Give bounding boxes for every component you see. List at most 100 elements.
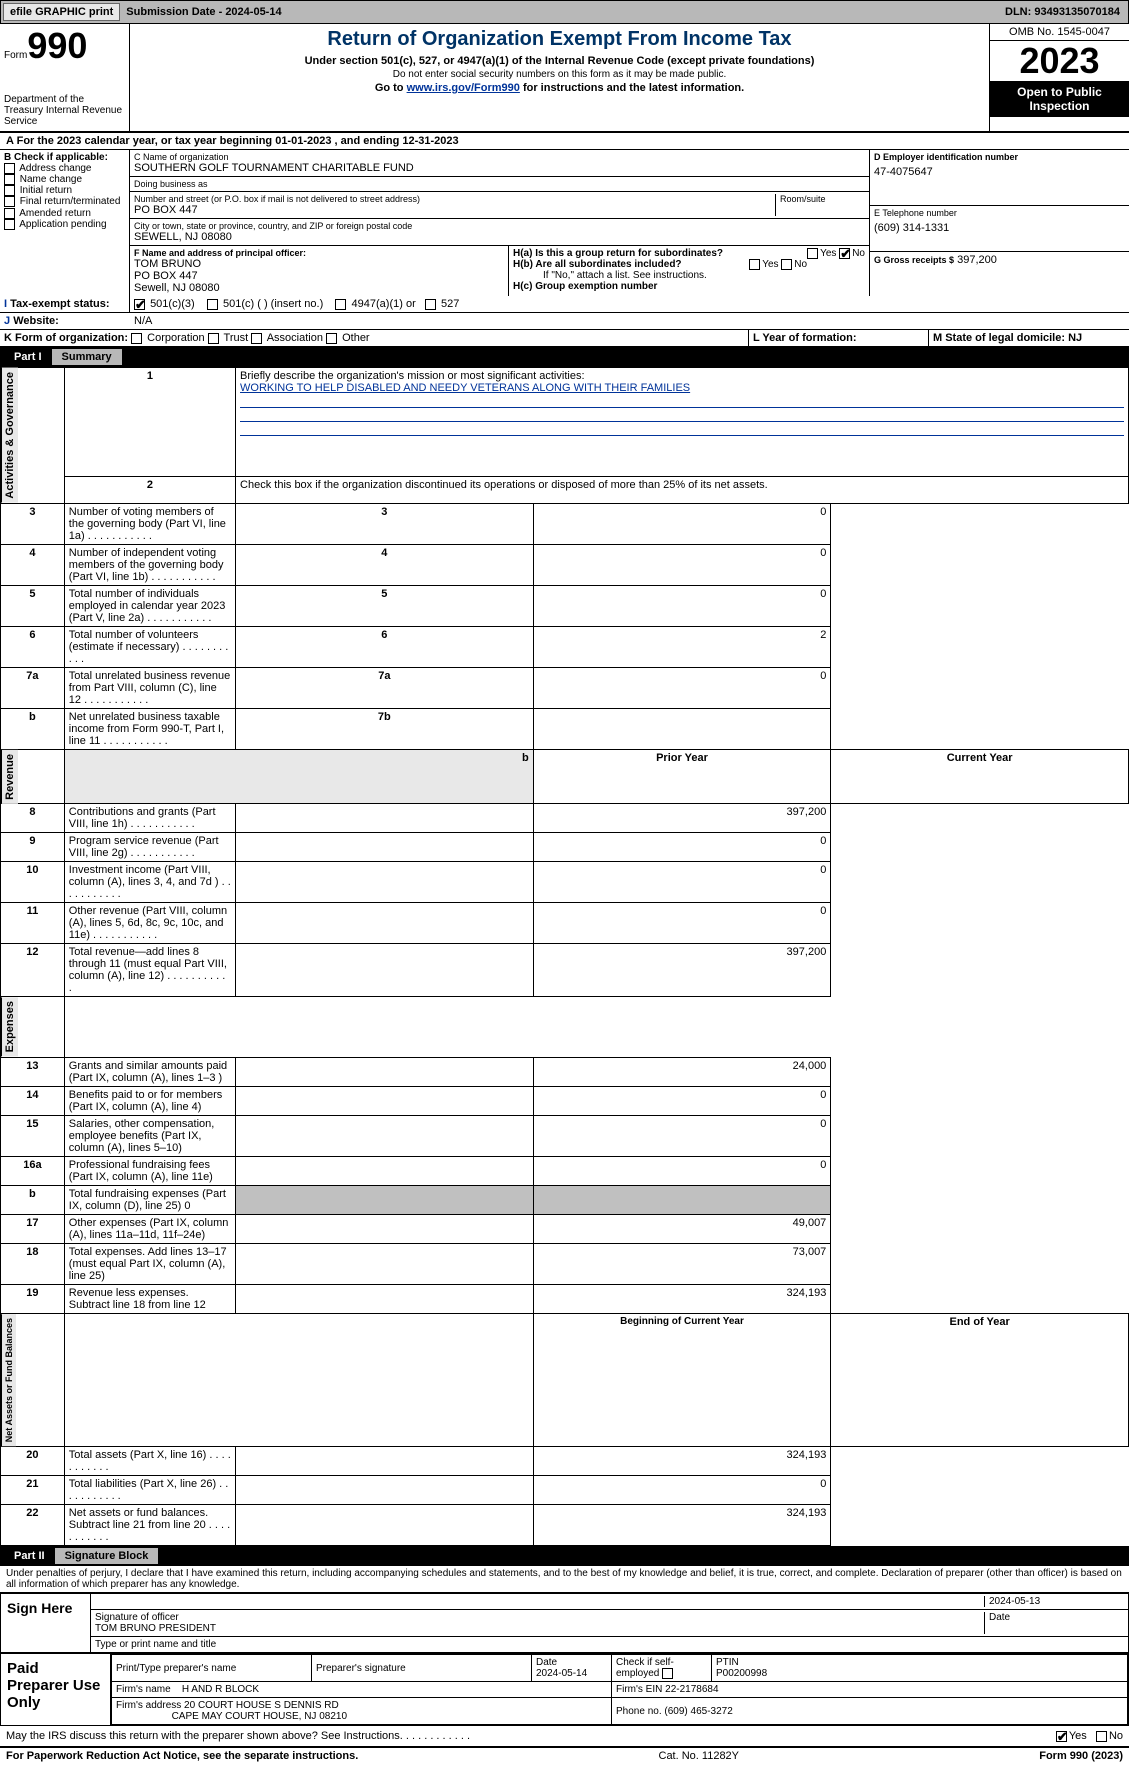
cat-no: Cat. No. 11282Y	[659, 1750, 740, 1762]
sign-here-block: Sign Here 2024-05-13 Signature of office…	[0, 1592, 1129, 1653]
k-checkbox[interactable]	[326, 333, 337, 344]
d-label: D Employer identification number	[874, 152, 1125, 162]
opt-501c3: 501(c)(3)	[150, 298, 195, 310]
irs-link[interactable]: www.irs.gov/Form990	[407, 82, 520, 94]
yes-label: Yes	[762, 259, 778, 270]
b-checkbox[interactable]	[4, 196, 15, 207]
dept-treasury: Department of the Treasury Internal Reve…	[4, 94, 125, 127]
row-klm: K Form of organization: Corporation Trus…	[0, 330, 1129, 347]
goto-line: Go to www.irs.gov/Form990 for instructio…	[140, 82, 979, 94]
firm-name: H AND R BLOCK	[182, 1684, 259, 1695]
hb-note: If "No," attach a list. See instructions…	[513, 270, 865, 281]
open-inspection: Open to Public Inspection	[990, 81, 1129, 117]
hb-row: H(b) Are all subordinates included? Yes …	[513, 259, 865, 270]
no-label: No	[794, 259, 807, 270]
gross-receipts: 397,200	[957, 254, 997, 266]
form-header: Form990 Department of the Treasury Inter…	[0, 24, 1129, 133]
b-checkbox[interactable]	[4, 185, 15, 196]
form-number: 990	[27, 25, 87, 66]
part1-title: Summary	[52, 349, 122, 365]
form-title: Return of Organization Exempt From Incom…	[140, 28, 979, 51]
part1-header: Part I Summary	[0, 347, 1129, 367]
firm-addr1: 20 COURT HOUSE S DENNIS RD	[184, 1700, 339, 1711]
j-label: Website:	[13, 315, 59, 327]
tab-netassets: Net Assets or Fund Balances	[1, 1314, 16, 1446]
4947-checkbox[interactable]	[335, 299, 346, 310]
addr-label: Number and street (or P.O. box if mail i…	[134, 194, 775, 204]
527-checkbox[interactable]	[425, 299, 436, 310]
preparer-name-hdr: Print/Type preparer's name	[112, 1655, 312, 1682]
firm-name-label: Firm's name	[116, 1684, 171, 1695]
officer-addr2: Sewell, NJ 08080	[134, 282, 504, 294]
prep-date-hdr: Date	[536, 1657, 557, 1668]
firm-addr2: CAPE MAY COURT HOUSE, NJ 08210	[172, 1711, 347, 1722]
website: N/A	[130, 313, 1129, 329]
tab-governance: Activities & Governance	[1, 368, 18, 503]
f-label: F Name and address of principal officer:	[134, 248, 504, 258]
discuss-row: May the IRS discuss this return with the…	[0, 1726, 1129, 1747]
ha-yes-checkbox[interactable]	[807, 248, 818, 259]
line2-text: Check this box if the organization disco…	[240, 479, 768, 491]
ssn-notice: Do not enter social security numbers on …	[140, 69, 979, 80]
prep-date: 2024-05-14	[536, 1668, 587, 1679]
efile-print-button[interactable]: efile GRAPHIC print	[3, 3, 120, 21]
hdr-prior: Prior Year	[533, 749, 831, 804]
yes-label: Yes	[820, 248, 836, 259]
submission-date: Submission Date - 2024-05-14	[122, 6, 285, 18]
tab-expenses: Expenses	[1, 997, 18, 1056]
e-label: E Telephone number	[874, 208, 1125, 218]
ha-no-checkbox[interactable]	[839, 248, 850, 259]
goto-post: for instructions and the latest informat…	[520, 82, 744, 94]
discuss-no: No	[1109, 1730, 1123, 1742]
omb-number: OMB No. 1545-0047	[990, 24, 1129, 41]
row-i: I Tax-exempt status: 501(c)(3) 501(c) ( …	[0, 296, 1129, 313]
ptin-label: PTIN	[716, 1657, 739, 1668]
hdr-end: End of Year	[831, 1313, 1129, 1446]
ha-row: H(a) Is this a group return for subordin…	[513, 248, 865, 259]
phone-label: Phone no.	[616, 1706, 662, 1717]
k-checkbox[interactable]	[208, 333, 219, 344]
top-bar: efile GRAPHIC print Submission Date - 20…	[0, 0, 1129, 24]
officer-addr1: PO BOX 447	[134, 270, 504, 282]
opt-4947: 4947(a)(1) or	[352, 298, 416, 310]
summary-table: Activities & Governance 1 Briefly descri…	[0, 367, 1129, 1546]
paperwork-notice: For Paperwork Reduction Act Notice, see …	[6, 1750, 358, 1762]
l-label: L Year of formation:	[753, 332, 857, 344]
501c3-checkbox[interactable]	[134, 299, 145, 310]
dba-label: Doing business as	[134, 179, 865, 189]
perjury-text: Under penalties of perjury, I declare th…	[0, 1566, 1129, 1592]
k-checkbox[interactable]	[251, 333, 262, 344]
date-label: Date	[984, 1612, 1124, 1634]
m-label: M State of legal domicile: NJ	[933, 332, 1082, 344]
k-checkbox[interactable]	[131, 333, 142, 344]
b-checkbox[interactable]	[4, 219, 15, 230]
section-a: A For the 2023 calendar year, or tax yea…	[0, 133, 1129, 150]
501c-checkbox[interactable]	[207, 299, 218, 310]
hb-yes-checkbox[interactable]	[749, 259, 760, 270]
row-j: J Website: N/A	[0, 313, 1129, 330]
tab-revenue: Revenue	[1, 750, 18, 804]
street-address: PO BOX 447	[134, 204, 775, 216]
mission-label: Briefly describe the organization's miss…	[240, 370, 584, 382]
b-checkbox[interactable]	[4, 208, 15, 219]
i-label: Tax-exempt status:	[10, 298, 109, 310]
discuss-no-checkbox[interactable]	[1096, 1731, 1107, 1742]
section-bcdefg: B Check if applicable: Address change Na…	[0, 150, 1129, 296]
ptos: P00200998	[716, 1668, 767, 1679]
preparer-sig-hdr: Preparer's signature	[312, 1655, 532, 1682]
sign-here-label: Sign Here	[1, 1594, 91, 1652]
page-footer: For Paperwork Reduction Act Notice, see …	[0, 1747, 1129, 1764]
officer-signature: TOM BRUNO PRESIDENT	[95, 1623, 216, 1634]
sig-officer-label: Signature of officer	[95, 1612, 179, 1623]
g-label: G Gross receipts $	[874, 255, 954, 265]
self-employed-checkbox[interactable]	[662, 1668, 673, 1679]
discuss-yes-checkbox[interactable]	[1056, 1731, 1067, 1742]
firm-ein: 22-2178684	[665, 1684, 718, 1695]
hb-no-checkbox[interactable]	[781, 259, 792, 270]
goto-pre: Go to	[375, 82, 407, 94]
part2-title: Signature Block	[55, 1548, 159, 1564]
hc-label: H(c) Group exemption number	[513, 281, 865, 292]
b-checkbox[interactable]	[4, 174, 15, 185]
b-checkbox[interactable]	[4, 163, 15, 174]
type-name-label: Type or print name and title	[95, 1639, 216, 1650]
